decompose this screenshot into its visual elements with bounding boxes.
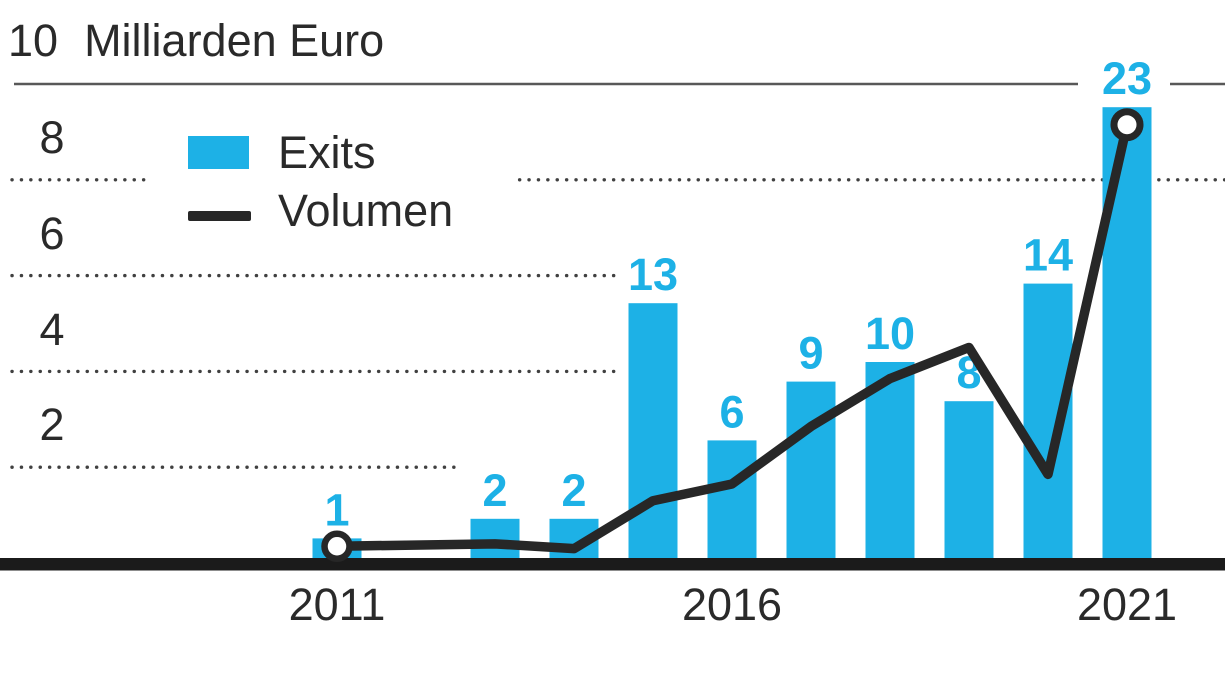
exits-bar-value-2017: 9 (798, 328, 823, 379)
exits-bar-2020 (1023, 283, 1073, 558)
exits-bar-value-2011: 1 (324, 484, 349, 535)
exits-bar-2021 (1102, 107, 1152, 558)
exits-bar-value-2020: 14 (1023, 230, 1073, 281)
legend-volumen-label: Volumen (278, 185, 454, 236)
legend-exits-swatch (188, 136, 249, 169)
legend-volumen-swatch (188, 211, 251, 221)
exits-bar-value-2016: 6 (719, 386, 744, 437)
exits-bar-value-2015: 13 (628, 249, 678, 300)
x-axis-tick-2021: 2021 (1076, 579, 1178, 630)
y-axis-unit-label: Milliarden Euro (84, 15, 385, 66)
volumen-marker-first (321, 530, 353, 562)
exits-bar-2013 (470, 518, 520, 558)
volumen-line (332, 119, 1132, 554)
y-axis-top-label: 10 Milliarden Euro (8, 18, 384, 64)
volumen-marker-last (1110, 108, 1144, 142)
exits-bar-value-2018: 10 (865, 308, 915, 359)
exits-bar-2017 (786, 381, 836, 558)
legend: Exits Volumen (148, 110, 512, 248)
exits-bar-2018 (865, 362, 915, 558)
x-axis-tick-2011: 2011 (288, 579, 386, 630)
y-axis-tick-4: 4 (39, 304, 65, 355)
exits-bar-value-2013: 2 (482, 465, 507, 516)
y-axis-tick-8: 8 (39, 112, 65, 163)
y-axis-tick-2: 2 (39, 399, 65, 450)
y-axis-tick-10: 10 (8, 15, 59, 66)
x-axis-tick-2016: 2016 (681, 579, 783, 630)
exits-bar-2016 (707, 440, 757, 558)
y-axis-tick-6: 6 (39, 208, 65, 259)
exits-bar-2019 (944, 401, 994, 558)
legend-exits-label: Exits (278, 127, 376, 178)
exits-bar-value-2014: 2 (561, 465, 586, 516)
exits-bar-value-2021: 23 (1102, 53, 1152, 104)
x-axis-baseline (0, 558, 1225, 571)
exits-bar-2015 (628, 303, 678, 558)
